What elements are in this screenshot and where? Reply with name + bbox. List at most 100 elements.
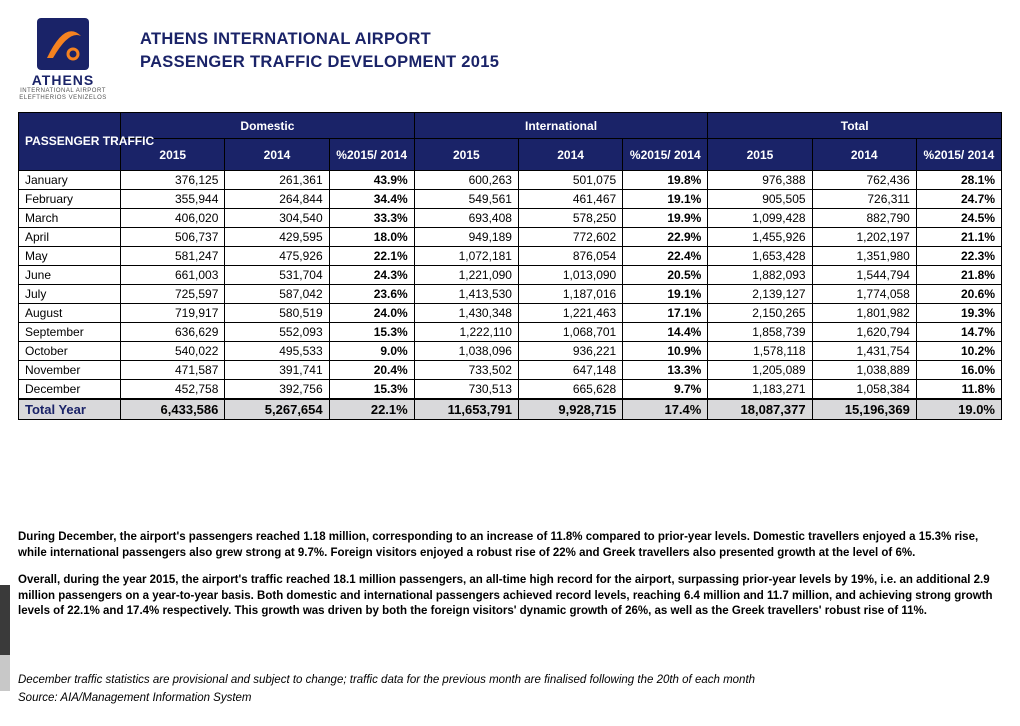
intl-2015-cell: 733,502 — [414, 361, 518, 380]
airport-logo: ATHENS INTERNATIONAL AIRPORT ELEFTHERIOS… — [18, 18, 108, 101]
total-pct-cell: 28.1% — [916, 171, 1001, 190]
domestic-2015-cell: 540,022 — [121, 342, 225, 361]
domestic-2014-cell: 391,741 — [225, 361, 329, 380]
total-2015-cell: 1,205,089 — [708, 361, 812, 380]
total-2015-cell: 1,858,739 — [708, 323, 812, 342]
month-cell: January — [19, 171, 121, 190]
domestic-2014-cell: 580,519 — [225, 304, 329, 323]
table-row: June661,003531,70424.3%1,221,0901,013,09… — [19, 266, 1002, 285]
intl-pct-cell: 22.4% — [623, 247, 708, 266]
domestic-pct-cell: 9.0% — [329, 342, 414, 361]
sub-d-2014: 2014 — [225, 139, 329, 171]
domestic-2014-cell: 429,595 — [225, 228, 329, 247]
total-2015-cell: 1,653,428 — [708, 247, 812, 266]
total-pct-cell: 20.6% — [916, 285, 1001, 304]
total-2014-cell: 726,311 — [812, 190, 916, 209]
intl-2015-cell: 1,072,181 — [414, 247, 518, 266]
intl-2015-cell: 11,653,791 — [414, 399, 518, 420]
table-row: April506,737429,59518.0%949,189772,60222… — [19, 228, 1002, 247]
header-corner: PASSENGER TRAFFIC — [19, 113, 121, 171]
intl-2015-cell: 1,413,530 — [414, 285, 518, 304]
table-row: October540,022495,5339.0%1,038,096936,22… — [19, 342, 1002, 361]
table-row: January376,125261,36143.9%600,263501,075… — [19, 171, 1002, 190]
domestic-2015-cell: 355,944 — [121, 190, 225, 209]
month-cell: December — [19, 380, 121, 400]
header-total: Total — [708, 113, 1002, 139]
intl-pct-cell: 22.9% — [623, 228, 708, 247]
intl-2014-cell: 936,221 — [518, 342, 622, 361]
domestic-2014-cell: 531,704 — [225, 266, 329, 285]
total-2014-cell: 1,544,794 — [812, 266, 916, 285]
intl-2015-cell: 1,221,090 — [414, 266, 518, 285]
total-pct-cell: 22.3% — [916, 247, 1001, 266]
footnote-source: Source: AIA/Management Information Syste… — [18, 690, 1002, 706]
total-pct-cell: 11.8% — [916, 380, 1001, 400]
month-cell: April — [19, 228, 121, 247]
total-pct-cell: 24.5% — [916, 209, 1001, 228]
domestic-2014-cell: 304,540 — [225, 209, 329, 228]
logo-swoosh-icon — [43, 24, 83, 64]
table-row: February355,944264,84434.4%549,561461,46… — [19, 190, 1002, 209]
total-2014-cell: 15,196,369 — [812, 399, 916, 420]
table-row: November471,587391,74120.4%733,502647,14… — [19, 361, 1002, 380]
month-cell: March — [19, 209, 121, 228]
commentary-block: During December, the airport's passenger… — [18, 530, 1002, 632]
intl-pct-cell: 10.9% — [623, 342, 708, 361]
intl-2015-cell: 949,189 — [414, 228, 518, 247]
domestic-2015-cell: 725,597 — [121, 285, 225, 304]
domestic-pct-cell: 18.0% — [329, 228, 414, 247]
domestic-2015-cell: 719,917 — [121, 304, 225, 323]
table-row: May581,247475,92622.1%1,072,181876,05422… — [19, 247, 1002, 266]
total-pct-cell: 24.7% — [916, 190, 1001, 209]
month-cell: May — [19, 247, 121, 266]
intl-2014-cell: 501,075 — [518, 171, 622, 190]
total-2015-cell: 1,455,926 — [708, 228, 812, 247]
logo-mark — [37, 18, 89, 70]
domestic-2014-cell: 264,844 — [225, 190, 329, 209]
side-decor-light — [0, 655, 10, 691]
domestic-2015-cell: 471,587 — [121, 361, 225, 380]
domestic-2014-cell: 475,926 — [225, 247, 329, 266]
domestic-pct-cell: 43.9% — [329, 171, 414, 190]
month-cell: September — [19, 323, 121, 342]
domestic-2015-cell: 452,758 — [121, 380, 225, 400]
intl-2014-cell: 9,928,715 — [518, 399, 622, 420]
table-row: July725,597587,04223.6%1,413,5301,187,01… — [19, 285, 1002, 304]
intl-pct-cell: 13.3% — [623, 361, 708, 380]
table-body: January376,125261,36143.9%600,263501,075… — [19, 171, 1002, 420]
domestic-2015-cell: 581,247 — [121, 247, 225, 266]
intl-2015-cell: 549,561 — [414, 190, 518, 209]
month-cell: Total Year — [19, 399, 121, 420]
intl-2015-cell: 730,513 — [414, 380, 518, 400]
total-2014-cell: 1,058,384 — [812, 380, 916, 400]
sub-i-2015: 2015 — [414, 139, 518, 171]
total-2015-cell: 1,099,428 — [708, 209, 812, 228]
domestic-2015-cell: 6,433,586 — [121, 399, 225, 420]
month-cell: July — [19, 285, 121, 304]
total-pct-cell: 19.3% — [916, 304, 1001, 323]
domestic-pct-cell: 24.3% — [329, 266, 414, 285]
domestic-2015-cell: 406,020 — [121, 209, 225, 228]
intl-pct-cell: 14.4% — [623, 323, 708, 342]
total-pct-cell: 19.0% — [916, 399, 1001, 420]
domestic-2015-cell: 636,629 — [121, 323, 225, 342]
total-2014-cell: 1,202,197 — [812, 228, 916, 247]
intl-2014-cell: 578,250 — [518, 209, 622, 228]
logo-sub2: ELEFTHERIOS VENIZELOS — [18, 95, 108, 102]
total-pct-cell: 21.1% — [916, 228, 1001, 247]
total-2015-cell: 18,087,377 — [708, 399, 812, 420]
domestic-2015-cell: 506,737 — [121, 228, 225, 247]
intl-2014-cell: 665,628 — [518, 380, 622, 400]
total-2015-cell: 2,150,265 — [708, 304, 812, 323]
domestic-2014-cell: 5,267,654 — [225, 399, 329, 420]
month-cell: October — [19, 342, 121, 361]
month-cell: June — [19, 266, 121, 285]
month-cell: February — [19, 190, 121, 209]
total-2015-cell: 976,388 — [708, 171, 812, 190]
total-2014-cell: 1,620,794 — [812, 323, 916, 342]
intl-2015-cell: 600,263 — [414, 171, 518, 190]
intl-pct-cell: 19.9% — [623, 209, 708, 228]
intl-2015-cell: 1,222,110 — [414, 323, 518, 342]
intl-2015-cell: 693,408 — [414, 209, 518, 228]
intl-2014-cell: 647,148 — [518, 361, 622, 380]
